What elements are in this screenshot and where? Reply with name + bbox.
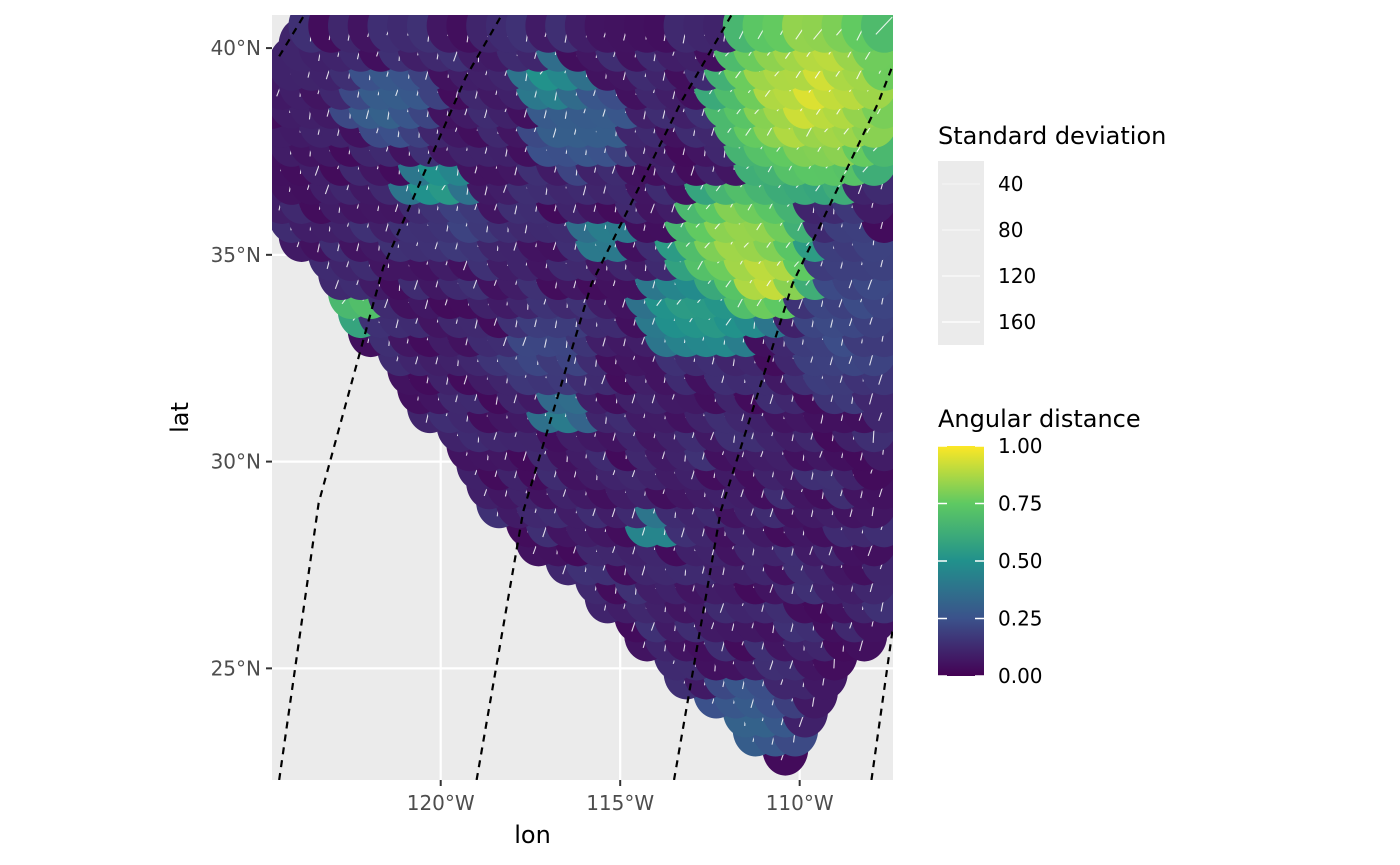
dashed-reference-line [278,15,503,780]
colorbar-label: 0.50 [998,549,1043,573]
colorbar-label: 1.00 [998,434,1043,458]
legend-label: 80 [998,218,1023,242]
y-tick-label: 35°N [211,243,261,267]
y-tick-label: 25°N [211,656,261,680]
x-tick-label: 120°W [407,791,475,815]
plot-panel [272,15,893,780]
colorbar-label: 0.00 [998,664,1043,688]
reference-lines [278,15,893,780]
colorbar-label: 0.75 [998,492,1043,516]
y-axis-title: lat [166,402,194,433]
standard-deviation-legend: Standard deviation 40 80 120 160 [938,122,1166,345]
heatmap-cells [272,15,893,776]
legend-label: 160 [998,310,1036,334]
dashed-reference-line [672,64,893,780]
colorbar-label: 0.25 [998,607,1043,631]
axes: 120°W 115°W 110°W 25°N 30°N 35°N 40°N lon lat [166,36,834,849]
y-tick-label: 40°N [211,36,261,60]
x-tick-label: 110°W [766,791,834,815]
legend-title: Standard deviation [938,122,1166,150]
legend-label: 120 [998,264,1036,288]
x-axis-title: lon [514,821,551,849]
legend-title: Angular distance [938,405,1141,433]
orientation-segment [875,16,893,35]
x-tick-label: 115°W [586,791,654,815]
legend-label: 40 [998,172,1023,196]
dashed-reference-line [278,15,306,57]
dashed-reference-line [475,15,733,780]
y-tick-label: 30°N [211,450,261,474]
